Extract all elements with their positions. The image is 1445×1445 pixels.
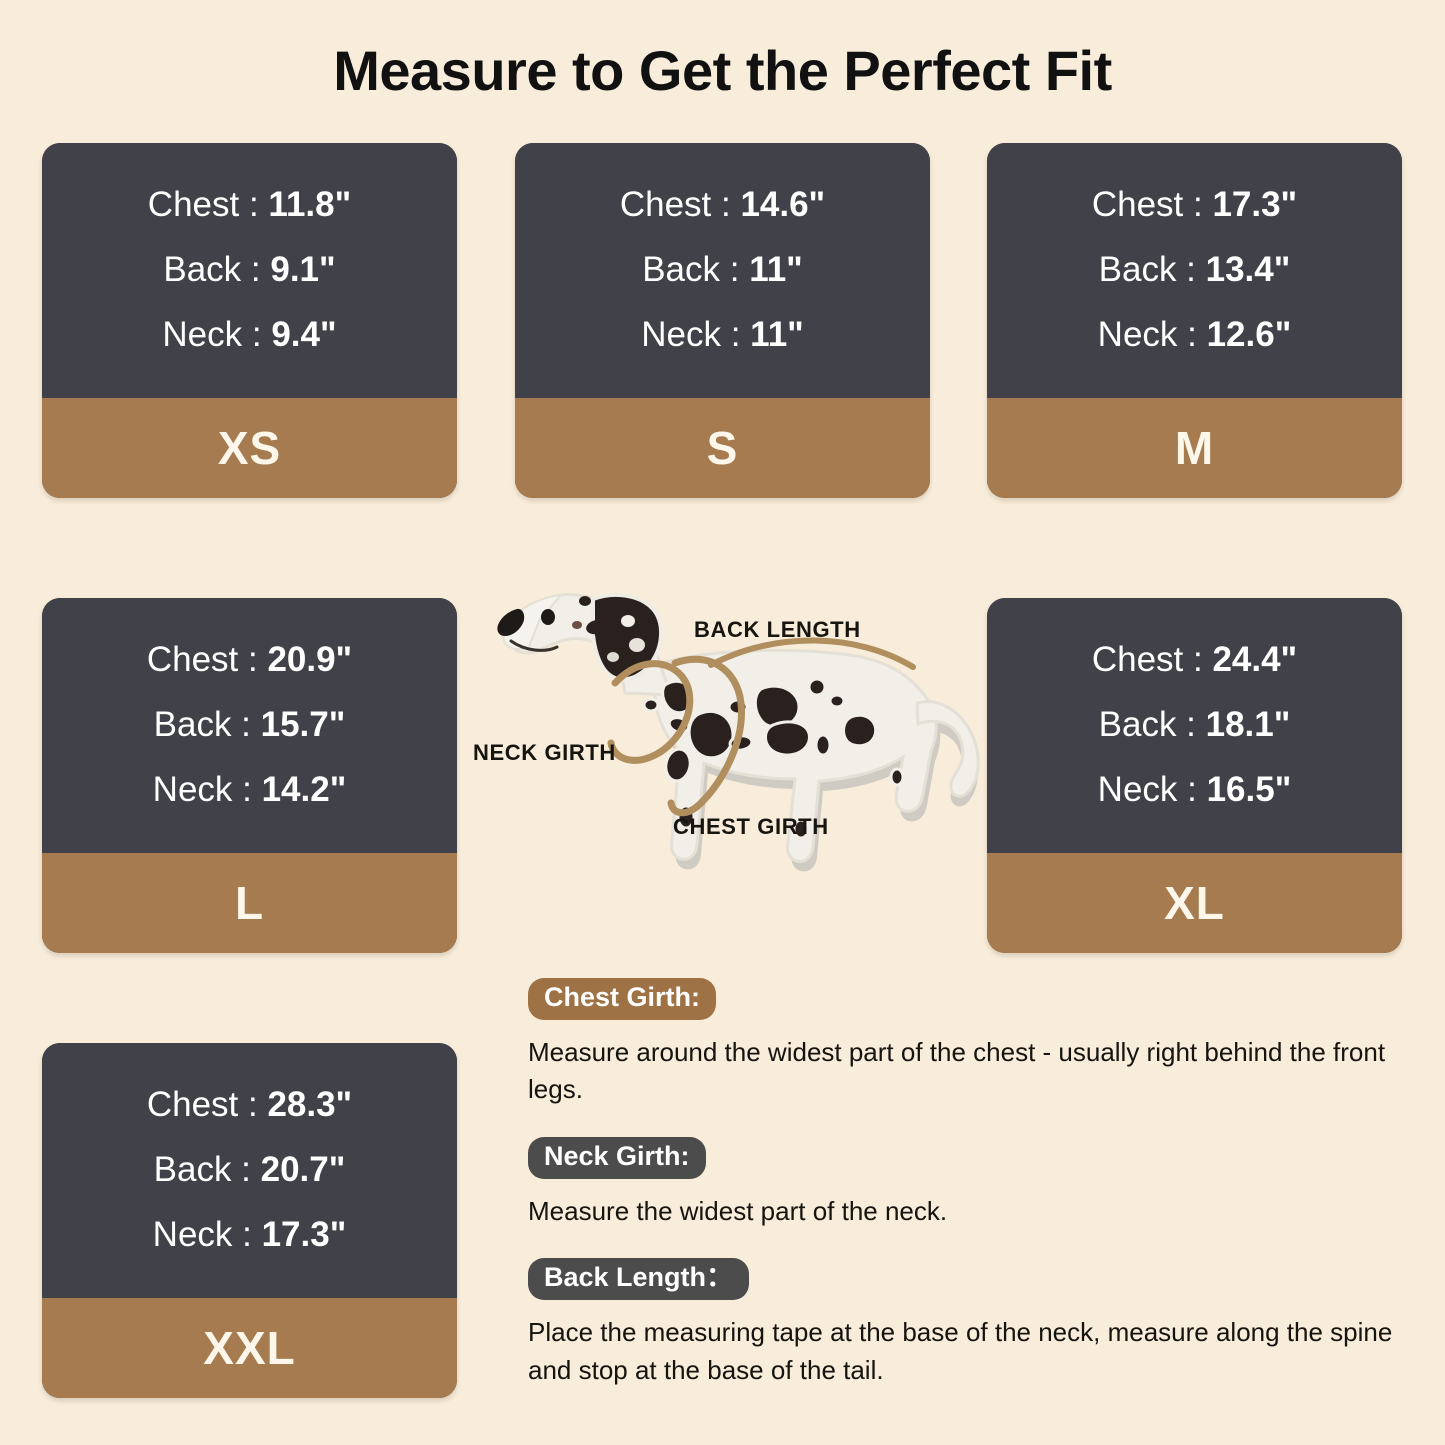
spec-neck-label: Neck :: [152, 769, 262, 809]
instruction-text-back-length: Place the measuring tape at the base of …: [528, 1317, 1393, 1385]
spec-back-value: 18.1": [1205, 705, 1291, 745]
spec-chest-value: 20.9": [267, 640, 353, 680]
spec-back-label: Back :: [1098, 250, 1206, 290]
instruction-text-chest-girth: Measure around the widest part of the ch…: [528, 1036, 1386, 1105]
spec-chest-value: 24.4": [1212, 640, 1298, 680]
spec-chest-value: 17.3": [1212, 185, 1298, 225]
spec-back-value: 9.1": [270, 250, 336, 290]
spec-neck: Neck : 12.6": [1097, 314, 1292, 354]
size-card-specs: Chest : 17.3" Back : 13.4" Neck : 12.6": [987, 143, 1402, 398]
spec-back: Back : 9.1": [163, 250, 336, 290]
spec-neck-label: Neck :: [152, 1214, 262, 1254]
spec-chest: Chest : 28.3": [147, 1087, 352, 1124]
size-card-xxl[interactable]: Chest : 28.3" Back : 20.7" Neck : 17.3" …: [42, 1043, 457, 1398]
page-title: Measure to Get the Perfect Fit: [333, 39, 1112, 102]
instruction-badge-neck-girth: Neck Girth:: [528, 1137, 706, 1179]
spec-chest-value: 11.8": [268, 185, 352, 225]
spec-neck-value: 17.3": [261, 1214, 347, 1254]
label-neck-girth: NECK GIRTH: [473, 740, 616, 765]
spec-chest-value: 28.3": [267, 1085, 353, 1125]
size-card-band: XXL: [42, 1298, 457, 1398]
dog-body: [653, 648, 980, 863]
size-card-specs: Chest : 24.4" Back : 18.1" Neck : 16.5": [987, 598, 1402, 853]
spec-neck-value: 11": [750, 314, 804, 354]
size-card-label: S: [706, 422, 739, 474]
label-chest-girth: CHEST GIRTH: [673, 814, 829, 839]
spec-back: Back : 13.4": [1098, 250, 1291, 290]
spec-back-label: Back :: [163, 250, 271, 290]
spec-back: Back : 20.7": [153, 1150, 346, 1190]
spec-neck-value: 14.2": [261, 769, 347, 809]
size-card-label: XXL: [203, 1322, 296, 1374]
size-card-band: XS: [42, 398, 457, 498]
spec-chest-label: Chest :: [147, 185, 269, 225]
size-card-band: S: [515, 398, 930, 498]
size-card-specs: Chest : 28.3" Back : 20.7" Neck : 17.3": [42, 1043, 457, 1298]
instruction-badge-back-length: Back Length：: [528, 1258, 750, 1301]
size-card-l[interactable]: Chest : 20.9" Back : 15.7" Neck : 14.2" …: [42, 598, 457, 953]
size-card-s[interactable]: Chest : 14.6" Back : 11" Neck : 11" S: [515, 143, 930, 498]
spec-chest-label: Chest :: [146, 1085, 268, 1125]
spec-neck-value: 12.6": [1206, 314, 1292, 354]
instruction-text-neck-girth: Measure the widest part of the neck.: [528, 1195, 948, 1226]
spec-back: Back : 15.7": [153, 705, 346, 745]
measuring-instructions: Chest Girth: Measure around the widest p…: [528, 978, 1408, 1390]
spec-back-value: 15.7": [260, 705, 346, 745]
size-card-band: M: [987, 398, 1402, 498]
size-card-xs[interactable]: Chest : 11.8" Back : 9.1" Neck : 9.4" XS: [42, 143, 457, 498]
spec-chest: Chest : 24.4": [1092, 642, 1297, 679]
spec-neck-label: Neck :: [1097, 769, 1207, 809]
size-card-label: M: [1174, 422, 1215, 474]
spec-chest: Chest : 20.9": [147, 642, 352, 679]
spec-chest-label: Chest :: [1091, 640, 1213, 680]
label-back-length: BACK LENGTH: [694, 617, 861, 642]
dog-head: [497, 592, 674, 697]
instruction-back-length: Back Length： Place the measuring tape at…: [528, 1258, 1408, 1389]
spec-neck-label: Neck :: [162, 314, 272, 354]
spec-neck: Neck : 9.4": [162, 314, 337, 354]
spec-back-value: 20.7": [260, 1150, 346, 1190]
dog-measurement-diagram: [465, 565, 990, 935]
spec-chest-value: 14.6": [740, 185, 826, 225]
size-card-label: XL: [1164, 877, 1225, 929]
spec-back-value: 11": [749, 250, 803, 290]
spec-back-label: Back :: [642, 250, 750, 290]
spec-chest: Chest : 11.8": [148, 187, 351, 224]
spec-back: Back : 18.1": [1098, 705, 1291, 745]
spec-back-label: Back :: [1098, 705, 1206, 745]
spec-chest-label: Chest :: [619, 185, 741, 225]
spec-chest-label: Chest :: [1091, 185, 1213, 225]
spec-chest: Chest : 14.6": [620, 187, 825, 224]
spec-neck: Neck : 11": [641, 314, 804, 354]
instruction-badge-chest-girth: Chest Girth:: [528, 978, 717, 1020]
spec-back-label: Back :: [153, 1150, 261, 1190]
size-card-specs: Chest : 20.9" Back : 15.7" Neck : 14.2": [42, 598, 457, 853]
spec-neck-value: 16.5": [1206, 769, 1292, 809]
spec-back-label: Back :: [153, 705, 261, 745]
size-card-specs: Chest : 14.6" Back : 11" Neck : 11": [515, 143, 930, 398]
size-card-xl[interactable]: Chest : 24.4" Back : 18.1" Neck : 16.5" …: [987, 598, 1402, 953]
size-card-label: L: [234, 877, 265, 929]
measure-tape-lines: [607, 637, 916, 817]
size-card-band: XL: [987, 853, 1402, 953]
spec-neck: Neck : 16.5": [1097, 769, 1292, 809]
instruction-neck-girth: Neck Girth: Measure the widest part of t…: [528, 1137, 1408, 1230]
spec-chest: Chest : 17.3": [1092, 187, 1297, 224]
instruction-chest-girth: Chest Girth: Measure around the widest p…: [528, 978, 1408, 1109]
spec-chest-label: Chest :: [146, 640, 268, 680]
size-card-m[interactable]: Chest : 17.3" Back : 13.4" Neck : 12.6" …: [987, 143, 1402, 498]
spec-neck-label: Neck :: [641, 314, 751, 354]
size-card-specs: Chest : 11.8" Back : 9.1" Neck : 9.4": [42, 143, 457, 398]
spec-neck: Neck : 14.2": [152, 769, 347, 809]
size-card-band: L: [42, 853, 457, 953]
size-card-label: XS: [217, 422, 282, 474]
spec-neck: Neck : 17.3": [152, 1214, 347, 1254]
spec-neck-value: 9.4": [271, 314, 337, 354]
spec-back: Back : 11": [642, 250, 803, 290]
spec-back-value: 13.4": [1205, 250, 1291, 290]
spec-neck-label: Neck :: [1097, 314, 1207, 354]
